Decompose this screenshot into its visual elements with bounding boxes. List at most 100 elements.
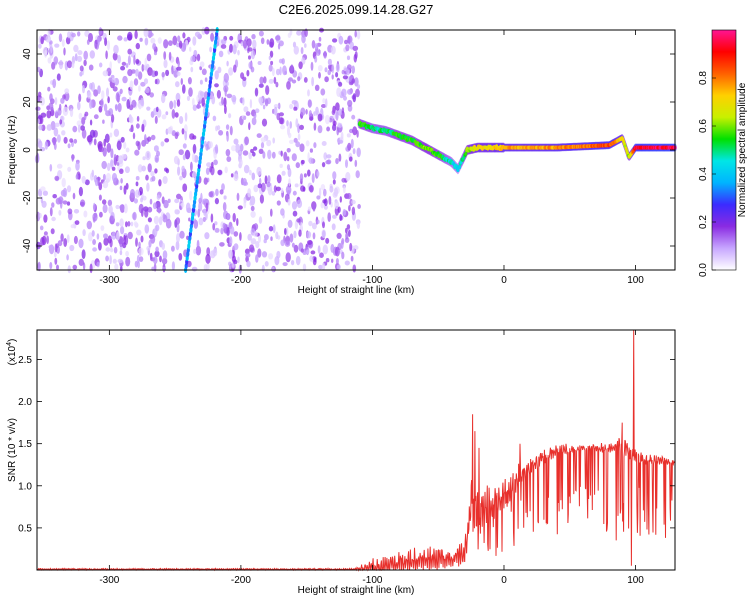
noise-blob [226,93,233,99]
noise-blob [233,259,238,265]
noise-blob [108,205,113,214]
noise-blob [233,243,239,251]
noise-blob [295,141,301,148]
noise-blob [140,81,146,87]
noise-blob [96,261,100,268]
spectrogram-x-label: Height of straight line (km) [298,285,415,296]
noise-blob [270,60,274,66]
noise-blob [202,198,208,203]
noise-blob [246,260,251,268]
noise-blob [71,61,75,69]
noise-blob [123,234,126,245]
noise-blob [293,106,298,111]
noise-blob [275,68,281,76]
noise-blob [83,59,87,67]
noise-blob [338,153,342,162]
noise-blob [171,65,174,75]
noise-blob [133,55,136,65]
noise-blob [229,125,233,136]
noise-blob [71,154,74,162]
noise-blob [39,225,44,231]
noise-blob [134,260,138,268]
noise-blob [285,185,292,195]
noise-blob [281,58,285,65]
noise-blob [36,66,41,73]
noise-blob [132,132,136,140]
noise-blob [147,217,152,223]
y-tick-label: -20 [22,190,33,205]
noise-blob [272,224,276,234]
noise-blob [356,147,361,158]
noise-blob [292,190,297,196]
noise-blob [254,87,259,97]
noise-blob [48,244,54,249]
noise-blob [188,217,191,222]
noise-blob [44,141,49,150]
noise-blob [93,114,99,120]
noise-blob [323,152,328,161]
noise-blob [162,176,168,184]
noise-blob [74,53,78,62]
noise-blob [199,91,205,97]
noise-blob [243,198,247,209]
noise-blob [309,255,314,262]
noise-blob [117,155,124,165]
noise-blob [145,87,150,94]
noise-blob [51,202,55,208]
noise-blob [104,37,108,47]
noise-blob [112,52,118,61]
noise-blob [306,249,310,254]
noise-blob [152,202,157,210]
noise-blob [63,47,66,56]
noise-blob [114,263,119,271]
noise-blob [59,103,62,111]
noise-blob [117,54,121,64]
noise-blob [242,97,245,106]
noise-blob [142,156,146,161]
noise-blob [300,107,306,116]
noise-blob [139,37,143,42]
noise-blob [138,203,144,214]
noise-blob [56,73,61,81]
noise-blob [175,217,181,225]
ridge-point [458,165,461,170]
noise-blob [125,221,128,228]
noise-blob [47,57,52,64]
noise-blob [81,175,86,184]
noise-blob [40,97,45,106]
noise-blob [280,150,283,157]
noise-blob [346,224,351,230]
noise-blob [203,208,206,216]
noise-blob [204,232,210,240]
noise-blob [317,113,323,122]
noise-blob [66,201,71,206]
noise-blob [283,151,288,162]
noise-blob [275,35,281,41]
colorbar-tick-label: 0.0 [698,263,709,277]
noise-blob [172,35,178,46]
noise-blob [77,124,81,133]
noise-blob [105,172,111,183]
noise-blob [156,106,159,112]
noise-blob [78,93,82,103]
noise-blob [135,68,139,77]
noise-blob [247,47,253,52]
noise-blob [137,141,141,151]
noise-blob [171,109,176,119]
noise-blob [208,141,213,149]
noise-blob [102,173,106,181]
noise-blob [337,206,341,213]
snr-panel: -300 -200 -100 0 100 0.5 1.0 1.5 2.0 2.5 Height … [6,329,676,596]
x-tick-label: 0 [501,575,507,586]
noise-blob [349,156,353,162]
noise-blob [199,79,203,85]
noise-blob [205,167,210,175]
noise-blob [257,61,262,65]
noise-blob [124,166,130,174]
noise-blob [219,189,224,195]
noise-blob [102,180,109,189]
noise-blob [115,204,120,210]
noise-blob [49,262,53,270]
noise-blob [110,247,114,253]
